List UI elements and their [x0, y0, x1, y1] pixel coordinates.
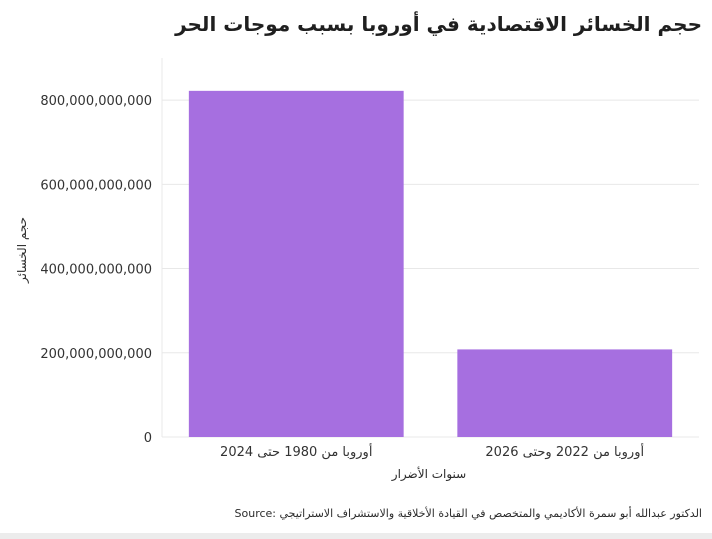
- bar-chart: 0 200,000,000,000 400,000,000,000 600,000,0…: [15, 58, 699, 482]
- y-tick-label: 200,000,000,000: [40, 347, 152, 362]
- x-tick-label: أوروبا من 1980 حتى 2024: [220, 443, 372, 460]
- x-tick-layer: أوروبا من 1980 حتى 2024 أوروبا من 2022 وح…: [220, 443, 644, 460]
- chart-title: حجم الخسائر الاقتصادية في أوروبا بسبب مو…: [175, 12, 702, 36]
- y-tick-layer: 0 200,000,000,000 400,000,000,000 600,000,0…: [40, 94, 152, 446]
- y-axis-title: حجم الخسائر: [15, 217, 30, 284]
- x-axis-title: سنوات الأضرار: [391, 466, 466, 482]
- bar: [188, 90, 404, 437]
- y-tick-label: 400,000,000,000: [40, 263, 152, 278]
- y-tick-label: 800,000,000,000: [40, 94, 152, 109]
- x-tick-label: أوروبا من 2022 وحتى 2026: [485, 443, 644, 460]
- y-tick-label: 0: [144, 431, 152, 446]
- bottom-strip: [0, 533, 712, 539]
- bar: [457, 349, 673, 437]
- bar-layer: [188, 90, 673, 437]
- y-tick-label: 600,000,000,000: [40, 178, 152, 193]
- source-note: Source: الدكتور عبدالله أبو سمرة الأكادي…: [234, 507, 702, 520]
